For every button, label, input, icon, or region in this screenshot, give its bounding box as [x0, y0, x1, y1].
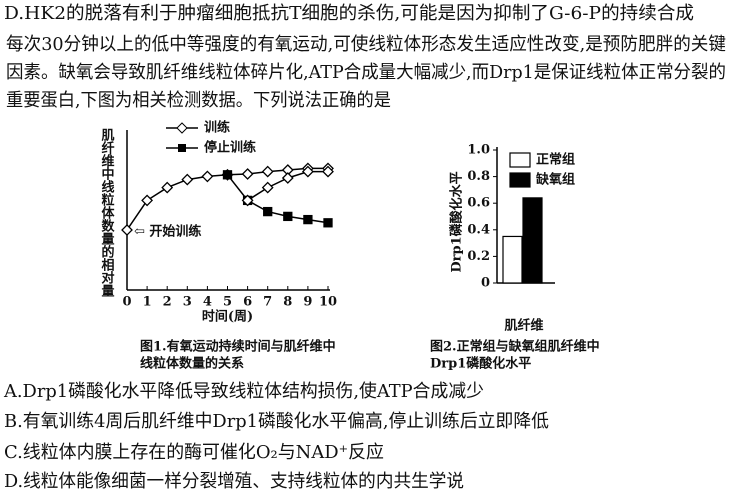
marker — [261, 181, 274, 194]
y-tick-label: 0.6 — [467, 196, 490, 211]
option: B.有氧训练4周后肌纤维中Drp1磷酸化水平偏高,停止训练后立即降低 — [4, 411, 549, 432]
marker — [283, 211, 293, 222]
marker — [141, 194, 154, 207]
option: A.Drp1磷酸化水平降低导致线粒体结构损伤,使ATP合成减少 — [3, 381, 484, 402]
y-tick-label: 0.8 — [467, 169, 490, 184]
marker — [323, 218, 333, 228]
legend-swatch — [509, 152, 531, 168]
y-axis-label: 肌纤维中线粒体数量的相对量 — [99, 128, 115, 298]
x-tick-label: 5 — [223, 295, 232, 310]
caption: 线粒体数量的关系 — [140, 356, 244, 372]
stem-line: 因素。缺氧会导致肌纤维线粒体碎片化,ATP合成量大幅减少,而Drp1是保证线粒体… — [6, 62, 726, 83]
y-tick-label: 0 — [481, 276, 490, 291]
caption: 图1.有氧运动持续时间与肌纤维中 — [140, 339, 336, 355]
previous-option: D.HK2的脱落有利于肿瘤细胞抵抗T细胞的杀伤,可能是因为抑制了G-6-P的持续… — [4, 3, 694, 24]
y-tick-label: 0.2 — [467, 249, 490, 264]
marker — [322, 165, 334, 178]
stem-line: 每次30分钟以上的低中等强度的有氧运动,可使线粒体形态发生适应性改变,是预防肥胖… — [6, 34, 726, 55]
option: C.线粒体内膜上存在的酶可催化O₂与NAD⁺反应 — [4, 442, 384, 463]
legend-swatch — [509, 172, 531, 188]
x-axis-label: 时间(周) — [202, 309, 253, 325]
option: D.线粒体能像细菌一样分裂增殖、支持线粒体的内共生学说 — [4, 470, 464, 492]
x-tick-label: 8 — [283, 295, 292, 310]
marker — [281, 172, 294, 184]
marker — [161, 181, 174, 194]
y-tick-label: 1.0 — [467, 143, 490, 158]
x-tick-label: 2 — [163, 295, 172, 310]
bar — [502, 235, 523, 284]
marker — [263, 206, 273, 217]
legend-label: 缺氧组 — [535, 172, 575, 188]
x-tick-label: 9 — [303, 295, 312, 310]
legend-marker — [178, 144, 186, 152]
y-tick-label: 0.4 — [467, 222, 490, 237]
marker — [261, 165, 274, 178]
x-tick-label: 4 — [203, 295, 212, 310]
x-tick-label: 1 — [143, 295, 152, 310]
x-tick-label: 10 — [319, 295, 337, 310]
marker — [181, 173, 194, 186]
marker — [121, 224, 133, 236]
legend-label: 训练 — [204, 120, 230, 136]
marker — [201, 170, 214, 183]
annotation: ⇦ 开始训练 — [134, 224, 201, 240]
x-tick-label: 0 — [122, 295, 131, 310]
marker — [222, 170, 233, 180]
y-axis-label: Drp1磷酸化水平 — [449, 171, 465, 272]
stem-line: 重要蛋白,下图为相关检测数据。下列说法正确的是 — [6, 90, 391, 111]
caption: 图2.正常组与缺氧组肌纤维中 — [430, 339, 600, 355]
marker — [241, 168, 254, 180]
marker — [301, 165, 314, 178]
x-tick-label: 肌纤维 — [504, 318, 543, 334]
x-tick-label: 3 — [183, 295, 192, 310]
x-tick-label: 7 — [263, 295, 272, 310]
legend-label: 停止训练 — [204, 140, 256, 156]
caption: Drp1磷酸化水平 — [430, 356, 531, 372]
x-tick-label: 6 — [243, 295, 252, 310]
legend-label: 正常组 — [536, 152, 575, 168]
legend-marker — [176, 122, 188, 134]
marker — [303, 214, 313, 225]
marker — [241, 194, 254, 207]
bar — [522, 197, 543, 284]
